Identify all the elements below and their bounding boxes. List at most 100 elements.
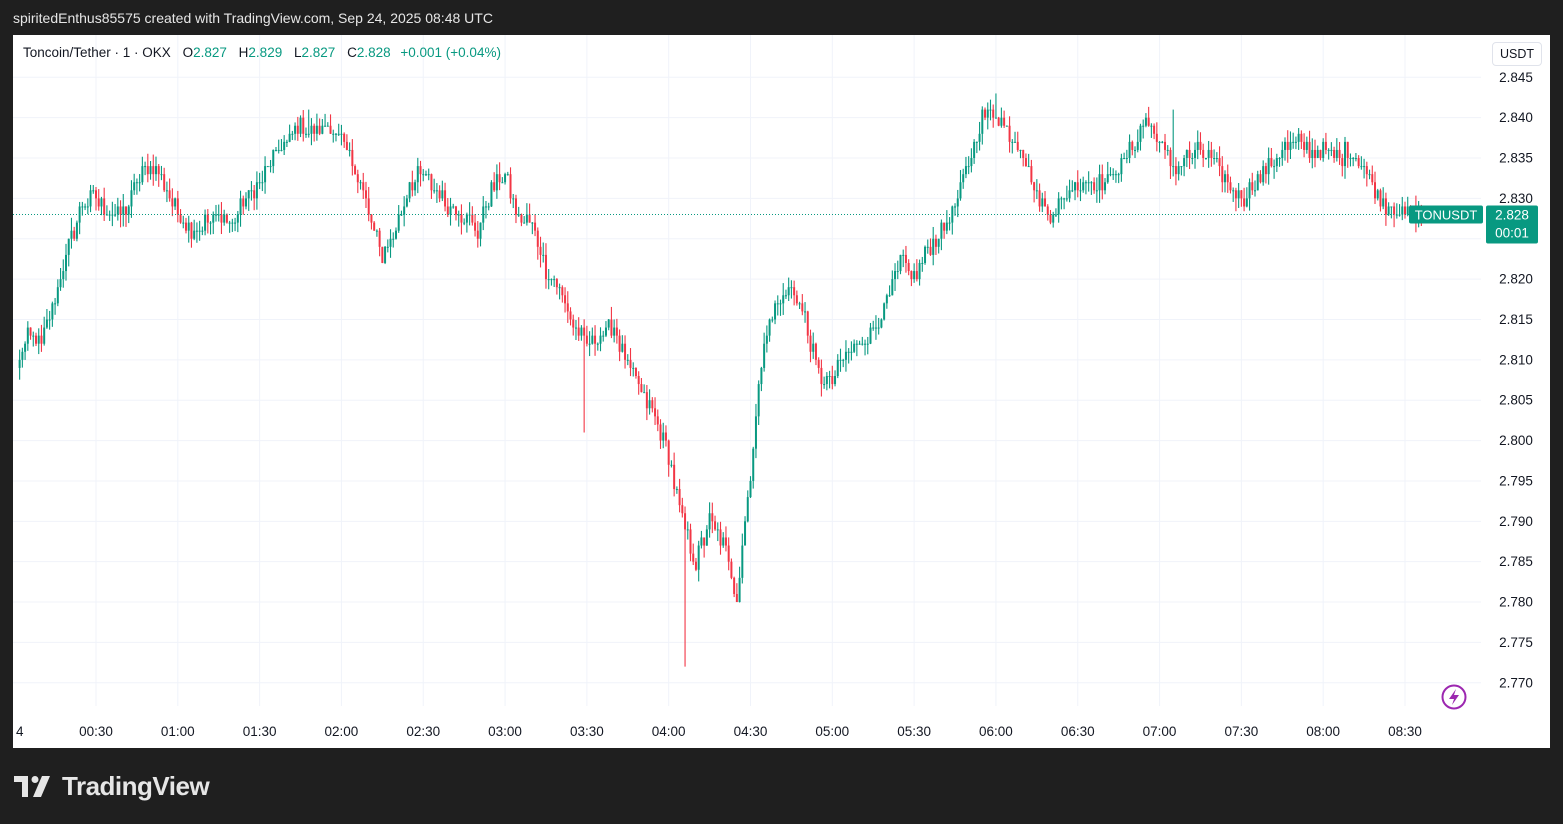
candle-body [427, 174, 430, 176]
candle-body [1278, 158, 1281, 160]
candle-body [315, 125, 318, 134]
candle-body [544, 254, 547, 280]
y-tick-label: 2.795 [1499, 473, 1533, 488]
candle-body [1131, 141, 1134, 150]
candle-body [1076, 182, 1079, 191]
candle-body [59, 279, 62, 288]
symbol-title[interactable]: Toncoin/Tether · 1 · OKX [23, 45, 171, 60]
candle-body [359, 182, 362, 184]
candle-body [626, 359, 629, 361]
candle-body [1344, 141, 1347, 167]
candle-body [820, 367, 823, 385]
candle-body [187, 222, 190, 231]
low-value: 2.827 [301, 45, 336, 60]
candle-body [182, 222, 185, 224]
candle-body [239, 198, 242, 215]
candle-body [1164, 141, 1167, 150]
x-tick-label: 01:30 [243, 724, 277, 739]
candle-body [122, 206, 125, 215]
candle-body [1024, 158, 1027, 167]
candle-body [48, 319, 51, 321]
change-value: +0.001 (+0.04%) [400, 45, 501, 60]
candle-body [92, 190, 95, 192]
candle-body [138, 182, 141, 184]
candle-body [842, 359, 845, 361]
candle-body [749, 480, 752, 498]
candle-body [1136, 141, 1139, 150]
y-tick-label: 2.805 [1499, 393, 1533, 408]
candle-body [814, 343, 817, 360]
chart-panel[interactable]: 2.845 2.840 2.835 2.830 2.820 2.815 2.810 2.805… [13, 35, 1550, 748]
candle-body [1379, 190, 1382, 207]
candle-body [542, 254, 545, 256]
candle-body [326, 125, 329, 127]
candle-body [591, 335, 594, 344]
candle-body [793, 287, 796, 296]
candle-body [763, 343, 766, 368]
candle-body [1284, 141, 1287, 150]
candle-body [888, 295, 891, 297]
bar-countdown: 00:01 [1495, 226, 1529, 241]
candle-body [964, 166, 967, 175]
candle-body [1303, 141, 1306, 150]
candle-body [967, 166, 970, 168]
candle-body [757, 384, 760, 417]
candle-body [831, 376, 834, 385]
candle-body [1234, 190, 1237, 199]
candle-body [738, 577, 741, 603]
candle-body [490, 182, 493, 207]
candle-body [378, 230, 381, 247]
candle-body [705, 529, 708, 546]
candle-body [1142, 125, 1145, 127]
candle-body [954, 206, 957, 208]
candle-body [236, 214, 239, 223]
candle-body [37, 335, 40, 344]
candle-body [321, 125, 324, 134]
candle-body [154, 166, 157, 175]
candle-body [839, 359, 842, 361]
currency-button[interactable]: USDT [1491, 42, 1542, 66]
candle-body [727, 545, 730, 562]
candle-body [1254, 190, 1257, 192]
candle-body [1322, 141, 1325, 159]
candle-body [231, 222, 234, 224]
candle-body [945, 222, 948, 231]
candle-body [370, 214, 373, 223]
candle-body [1363, 166, 1366, 168]
lightning-icon[interactable] [1441, 684, 1467, 710]
candle-body [1049, 214, 1052, 223]
candle-body [790, 287, 793, 289]
candle-body [1376, 190, 1379, 199]
candle-body [744, 521, 747, 546]
candle-body [1286, 141, 1289, 150]
candle-body [779, 303, 782, 305]
candle-body [1063, 198, 1066, 200]
candle-body [1210, 149, 1213, 159]
tradingview-logo-icon [14, 776, 50, 797]
y-tick-label: 2.785 [1499, 554, 1533, 569]
candle-body [343, 133, 346, 142]
candle-body [768, 319, 771, 336]
candle-body [1125, 158, 1128, 160]
candle-body [389, 238, 392, 247]
price-chart[interactable]: 2.845 2.840 2.835 2.830 2.820 2.815 2.810 2.805… [13, 35, 1550, 748]
candle-body [926, 246, 929, 248]
candle-body [1166, 149, 1169, 151]
candle-body [1117, 174, 1120, 176]
candle-body [228, 222, 231, 224]
candle-body [1240, 190, 1243, 199]
candle-body [1390, 206, 1393, 208]
candle-body [195, 230, 198, 232]
candle-body [970, 158, 973, 167]
candle-body [1354, 158, 1357, 160]
candle-body [648, 400, 651, 409]
candle-body [1082, 182, 1085, 191]
candle-body [193, 230, 196, 239]
candle-body [168, 190, 171, 199]
candle-body [577, 327, 580, 336]
candle-body [1259, 174, 1262, 183]
close-label: C [347, 45, 357, 60]
candle-body [430, 174, 433, 191]
candle-body [266, 166, 269, 168]
candle-body [441, 190, 444, 199]
